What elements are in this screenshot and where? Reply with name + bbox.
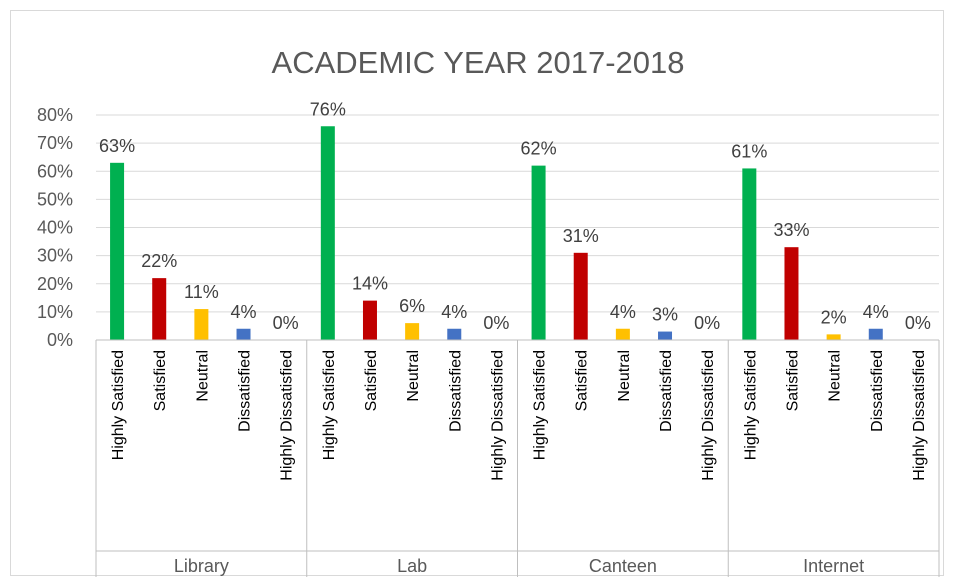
data-label: 6% [399, 296, 425, 316]
bar [447, 328, 462, 340]
data-label: 0% [694, 313, 720, 333]
data-label: 33% [773, 220, 809, 240]
category-label: Highly Dissatisfied [489, 350, 506, 481]
bars [110, 126, 883, 340]
data-label: 2% [821, 307, 847, 327]
bar [742, 168, 757, 340]
group-label: Lab [397, 556, 427, 576]
category-label: Satisfied [152, 350, 169, 411]
category-label: Neutral [405, 350, 422, 402]
category-label: Highly Satisfied [532, 350, 549, 460]
data-labels: 63% 22% 11% 4% 0% 76% 14% 6% 4% 0% 62% 31% 4% 3% 0% 61%… [99, 99, 931, 333]
y-tick-label: 30% [37, 246, 73, 266]
x-axis: Highly Satisfied Satisfied Neutral Dissatis… [95, 339, 940, 577]
chart-title: ACADEMIC YEAR 2017-2018 [272, 45, 685, 80]
bar [320, 126, 335, 340]
bar-chart: ACADEMIC YEAR 2017-2018 0% 10% 20% 30% 40% 50… [37, 45, 940, 577]
bar [194, 309, 209, 340]
gridlines [96, 114, 939, 313]
data-label: 4% [441, 302, 467, 322]
category-label: Neutral [616, 350, 633, 402]
category-label: Neutral [194, 350, 211, 402]
category-label: Highly Satisfied [742, 350, 759, 460]
bar [152, 278, 167, 340]
data-label: 3% [652, 305, 678, 325]
bar [573, 252, 588, 340]
group-label: Canteen [589, 556, 657, 576]
data-label: 11% [184, 282, 219, 302]
bar [658, 331, 673, 340]
y-tick-label: 20% [37, 274, 73, 294]
y-tick-label: 40% [37, 218, 73, 238]
category-label: Dissatisfied [447, 350, 464, 432]
category-label: Highly Satisfied [321, 350, 338, 460]
data-label: 4% [610, 302, 636, 322]
data-label: 4% [231, 302, 257, 322]
data-label: 0% [273, 313, 299, 333]
category-label: Satisfied [574, 350, 591, 411]
category-label: Satisfied [363, 350, 380, 411]
category-label: Highly Dissatisfied [911, 350, 928, 481]
bar [868, 328, 883, 340]
y-tick-label: 0% [47, 330, 73, 350]
data-label: 0% [483, 313, 509, 333]
data-label: 4% [863, 302, 889, 322]
bar [405, 323, 420, 340]
data-label: 61% [731, 141, 767, 161]
data-label: 76% [310, 99, 346, 119]
data-label: 31% [563, 226, 599, 246]
data-label: 14% [352, 274, 388, 294]
y-tick-label: 80% [37, 105, 73, 125]
group-label: Internet [803, 556, 864, 576]
bar [362, 300, 377, 340]
category-label: Highly Dissatisfied [700, 350, 717, 481]
bar [236, 328, 251, 340]
category-label: Satisfied [784, 350, 801, 411]
data-label: 62% [521, 139, 557, 159]
bar [110, 162, 125, 340]
category-label: Dissatisfied [237, 350, 254, 432]
chart-area: ACADEMIC YEAR 2017-2018 0% 10% 20% 30% 40% 50… [10, 10, 944, 577]
category-label: Neutral [827, 350, 844, 402]
group-label: Library [174, 556, 229, 576]
category-label: Dissatisfied [658, 350, 675, 432]
y-tick-label: 60% [37, 161, 73, 181]
bar [826, 334, 841, 340]
data-label: 63% [99, 136, 135, 156]
bar [615, 328, 630, 340]
data-label: 22% [141, 251, 177, 271]
bar [784, 247, 799, 340]
category-label: Dissatisfied [869, 350, 886, 432]
y-axis-ticks: 0% 10% 20% 30% 40% 50% 60% 70% 80% [37, 105, 73, 350]
data-label: 0% [905, 313, 931, 333]
y-tick-label: 10% [37, 302, 73, 322]
y-tick-label: 70% [37, 133, 73, 153]
bar [531, 165, 546, 340]
category-label: Highly Dissatisfied [279, 350, 296, 481]
category-label: Highly Satisfied [110, 350, 127, 460]
y-tick-label: 50% [37, 189, 73, 209]
